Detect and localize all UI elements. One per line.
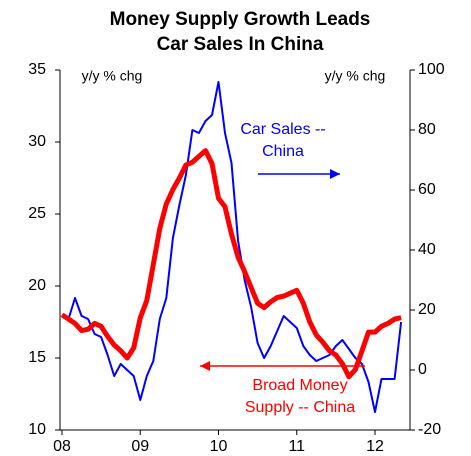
annotation: Broad Money	[252, 377, 347, 394]
chart-title: Car Sales In China	[157, 34, 324, 55]
y-tick-label: 35	[28, 61, 46, 78]
y-axis-label: y/y % chg	[82, 68, 143, 84]
y2-tick-label: 100	[418, 61, 445, 78]
arrow-head	[200, 361, 210, 371]
annotation: Car Sales --	[240, 121, 325, 138]
series-line	[60, 148, 402, 380]
y2-tick-label: 40	[418, 241, 436, 258]
y-tick-label: 20	[28, 277, 46, 294]
annotation: China	[262, 143, 304, 160]
x-tick-label: 11	[288, 438, 305, 455]
y-tick-label: 15	[28, 349, 46, 366]
y2-tick-label: 80	[418, 121, 436, 138]
x-tick-label: 12	[366, 438, 384, 455]
y2-tick-label: 20	[418, 301, 436, 318]
y2-tick-label: -20	[418, 421, 441, 438]
arrow-head	[330, 169, 340, 179]
y2-tick-label: 60	[418, 181, 436, 198]
chart-title: Money Supply Growth Leads	[110, 9, 371, 30]
y2-tick-label: 0	[418, 361, 427, 378]
x-tick-label: 08	[53, 438, 71, 455]
y-tick-label: 30	[28, 133, 46, 150]
annotation: Supply -- China	[245, 399, 355, 416]
y-tick-label: 10	[28, 421, 46, 438]
y-tick-label: 25	[28, 205, 46, 222]
x-tick-label: 09	[131, 438, 149, 455]
x-tick-label: 10	[210, 438, 228, 455]
y2-axis-label: y/y % chg	[325, 68, 386, 84]
series-line	[61, 81, 403, 413]
